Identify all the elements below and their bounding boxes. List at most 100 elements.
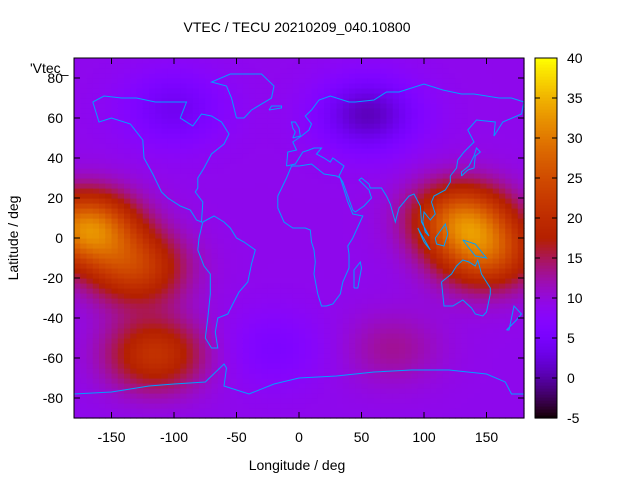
heatmap-cell — [405, 183, 413, 189]
heatmap-cell — [330, 378, 338, 384]
heatmap-cell — [124, 78, 131, 84]
heatmap-cell — [467, 263, 475, 269]
heatmap-cell — [86, 168, 94, 174]
heatmap-cell — [480, 68, 488, 74]
heatmap-cell — [99, 353, 106, 359]
heatmap-cell — [230, 378, 238, 384]
heatmap-cell — [74, 368, 81, 374]
heatmap-cell — [461, 193, 469, 199]
heatmap-cell — [486, 228, 494, 234]
heatmap-cell — [167, 188, 175, 194]
heatmap-cell — [205, 278, 213, 284]
heatmap-cell — [430, 308, 438, 314]
heatmap-cell — [192, 158, 200, 164]
heatmap-cell — [92, 278, 100, 284]
heatmap-cell — [505, 368, 513, 374]
heatmap-cell — [374, 108, 381, 114]
heatmap-cell — [149, 118, 156, 124]
heatmap-cell — [280, 233, 288, 239]
heatmap-cell — [224, 78, 231, 84]
heatmap-cell — [305, 123, 313, 129]
heatmap-cell — [255, 238, 263, 244]
heatmap-cell — [130, 223, 138, 229]
heatmap-cell — [211, 88, 219, 94]
heatmap-cell — [105, 148, 113, 154]
heatmap-cell — [449, 158, 456, 164]
heatmap-cell — [180, 118, 188, 124]
heatmap-cell — [174, 338, 181, 344]
heatmap-cell — [161, 338, 169, 344]
heatmap-cell — [449, 118, 456, 124]
heatmap-cell — [192, 148, 200, 154]
heatmap-cell — [236, 178, 244, 184]
heatmap-cell — [417, 83, 425, 89]
heatmap-cell — [274, 258, 281, 264]
heatmap-cell — [261, 378, 269, 384]
heatmap-cell — [261, 363, 269, 369]
heatmap-cell — [230, 198, 238, 204]
heatmap-cell — [267, 198, 275, 204]
heatmap-cell — [442, 248, 450, 254]
heatmap-cell — [217, 68, 225, 74]
heatmap-cell — [324, 143, 331, 149]
heatmap-cell — [286, 88, 294, 94]
heatmap-cell — [467, 273, 475, 279]
heatmap-cell — [430, 133, 438, 139]
heatmap-cell — [411, 243, 419, 249]
heatmap-cell — [405, 258, 413, 264]
heatmap-cell — [349, 398, 356, 404]
heatmap-cell — [255, 363, 263, 369]
heatmap-cell — [292, 273, 300, 279]
heatmap-cell — [180, 343, 188, 349]
heatmap-cell — [361, 353, 369, 359]
heatmap-cell — [399, 358, 406, 364]
heatmap-cell — [186, 233, 194, 239]
heatmap-cell — [92, 103, 100, 109]
heatmap-cell — [430, 268, 438, 274]
heatmap-cell — [374, 263, 381, 269]
heatmap-cell — [474, 288, 481, 294]
heatmap-cell — [99, 313, 106, 319]
heatmap-cell — [117, 358, 125, 364]
heatmap-cell — [211, 283, 219, 289]
heatmap-cell — [386, 233, 394, 239]
heatmap-cell — [361, 208, 369, 214]
heatmap-cell — [374, 143, 381, 149]
heatmap-cell — [417, 243, 425, 249]
heatmap-cell — [99, 183, 106, 189]
heatmap-cell — [224, 178, 231, 184]
heatmap-cell — [299, 253, 306, 259]
heatmap-cell — [199, 68, 206, 74]
heatmap-cell — [367, 183, 375, 189]
heatmap-cell — [461, 178, 469, 184]
heatmap-cell — [217, 113, 225, 119]
heatmap-cell — [374, 213, 381, 219]
heatmap-cell — [205, 183, 213, 189]
heatmap-cell — [242, 368, 250, 374]
heatmap-cell — [411, 278, 419, 284]
heatmap-cell — [261, 138, 269, 144]
heatmap-cell — [349, 283, 356, 289]
heatmap-cell — [342, 128, 350, 134]
heatmap-cell — [436, 283, 444, 289]
heatmap-cell — [280, 268, 288, 274]
heatmap-cell — [499, 148, 506, 154]
heatmap-cell — [349, 188, 356, 194]
heatmap-cell — [105, 218, 113, 224]
heatmap-cell — [305, 403, 313, 409]
heatmap-cell — [111, 243, 119, 249]
heatmap-cell — [449, 178, 456, 184]
heatmap-cell — [142, 213, 150, 219]
heatmap-cell — [324, 268, 331, 274]
heatmap-cell — [367, 278, 375, 284]
heatmap-cell — [399, 393, 406, 399]
heatmap-cell — [386, 293, 394, 299]
heatmap-cell — [461, 398, 469, 404]
heatmap-cell — [267, 383, 275, 389]
heatmap-cell — [336, 138, 344, 144]
heatmap-cell — [255, 213, 263, 219]
heatmap-cell — [124, 233, 131, 239]
heatmap-cell — [342, 203, 350, 209]
heatmap-cell — [261, 108, 269, 114]
heatmap-cell — [155, 203, 163, 209]
